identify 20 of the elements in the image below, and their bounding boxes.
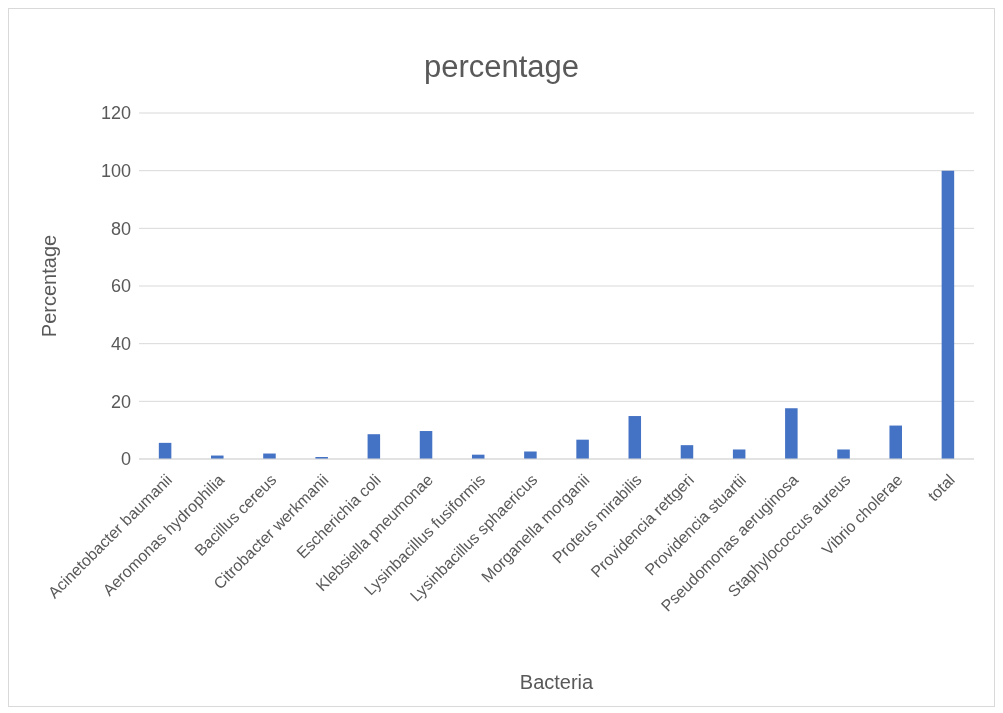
bar [680, 445, 694, 459]
bar [419, 431, 433, 459]
bar [367, 434, 381, 459]
bar [576, 439, 589, 459]
x-axis-title: Bacteria [519, 671, 595, 693]
y-tick-label: 40 [110, 334, 131, 355]
y-tick-label: 20 [110, 391, 131, 412]
bar [837, 449, 850, 459]
y-tick-label: 0 [120, 449, 131, 470]
y-tick-label: 60 [110, 276, 131, 297]
bar [941, 170, 955, 459]
bar [732, 449, 746, 459]
y-tick-label: 120 [100, 103, 131, 124]
bar [628, 416, 642, 459]
y-axis-title: Percentage [38, 234, 61, 338]
y-tick-label: 80 [110, 218, 131, 239]
bar [889, 425, 902, 459]
bar [785, 408, 798, 459]
y-tick-label: 100 [100, 161, 131, 182]
chart-title: percentage [422, 49, 581, 85]
